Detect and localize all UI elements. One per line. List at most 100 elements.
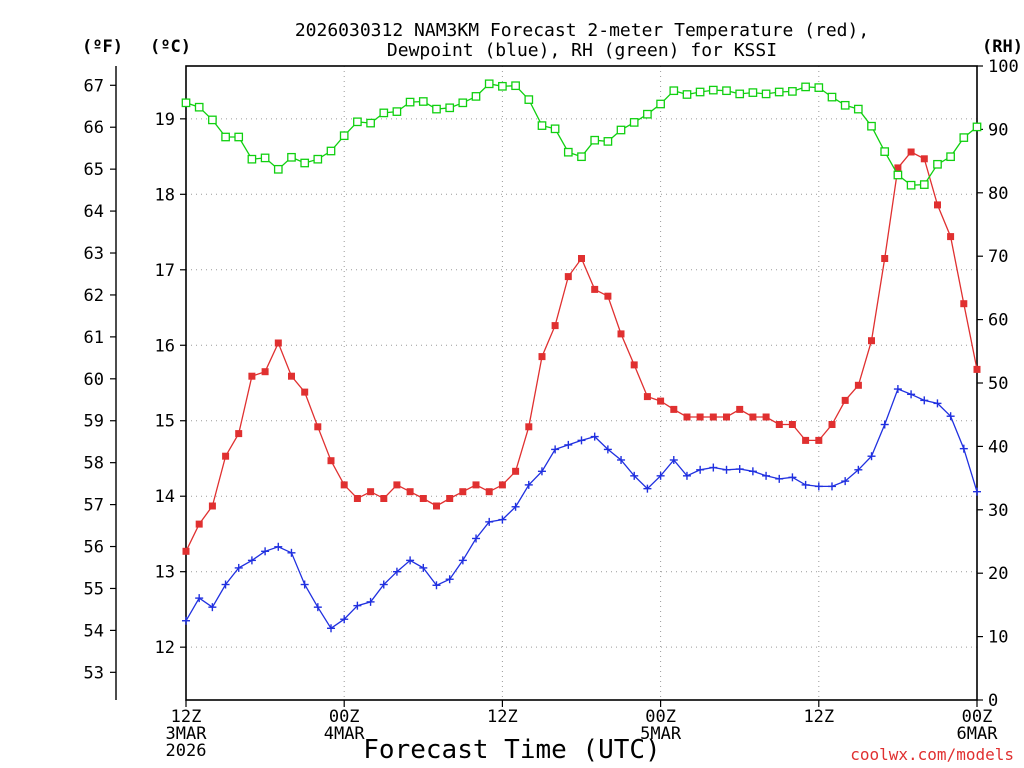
rh-point — [880, 147, 890, 156]
rh-point — [867, 121, 876, 131]
temperature-point — [828, 421, 836, 428]
dewpoint-point — [814, 482, 823, 491]
dewpoint-point — [182, 616, 190, 625]
temperature-point — [288, 372, 295, 380]
rh-tick-label: 80 — [988, 184, 1008, 204]
dewpoint-point — [880, 420, 889, 429]
dewpoint-point — [208, 603, 217, 612]
chart-title-line1: 2026030312 NAM3KM Forecast 2-meter Tempe… — [295, 20, 869, 41]
rh-tick-label: 0 — [988, 691, 998, 711]
rh-point — [853, 104, 863, 114]
rh-point — [695, 87, 705, 97]
rh-point — [577, 152, 586, 162]
x-tick-label: 00Z — [645, 707, 676, 727]
x-tick-label: 6MAR — [957, 724, 999, 744]
temperature-point — [393, 481, 401, 489]
temperature-point — [551, 322, 559, 330]
rh-point — [484, 79, 494, 89]
rh-tick-label: 90 — [988, 120, 1008, 140]
rh-point — [445, 103, 455, 113]
temperature-point — [894, 164, 902, 172]
rh-point — [682, 90, 692, 99]
series-dewpoint — [182, 385, 981, 633]
dewpoint-point — [801, 480, 810, 489]
dewpoint-point — [366, 597, 375, 606]
dewpoint-point — [827, 482, 836, 491]
temperature-point — [749, 413, 757, 421]
temperature-point — [907, 148, 915, 156]
rh-point — [774, 87, 784, 97]
temperature-point — [182, 547, 190, 555]
dewpoint-point — [261, 547, 270, 556]
temperature-point — [419, 495, 427, 502]
fahrenheit-tick-label: 60 — [84, 370, 104, 390]
x-tick-label: 00Z — [329, 707, 360, 727]
series-line — [185, 388, 978, 630]
temperature-point — [630, 361, 638, 369]
rh-point — [959, 133, 969, 142]
rh-point — [260, 153, 270, 163]
rh-point — [893, 170, 903, 180]
axes: 53 54 55 56 57 58 59 60 61 62 63 64 65 66 67 12 13 14 15 16… — [84, 57, 1019, 761]
dewpoint-point — [327, 624, 336, 633]
temperature-point — [525, 423, 533, 431]
rh-point — [563, 147, 573, 157]
rh-point — [221, 132, 230, 142]
temperature-point — [973, 365, 981, 373]
x-tick-label: 4MAR — [324, 724, 366, 744]
temperature-point — [670, 405, 678, 413]
temperature-point — [802, 436, 810, 444]
dewpoint-point — [379, 580, 388, 589]
rh-point — [432, 104, 441, 114]
temperature-point — [709, 413, 717, 421]
celsius-tick-label: 13 — [155, 563, 175, 583]
temperature-point — [643, 393, 651, 401]
rh-point — [300, 158, 310, 168]
series-layer — [181, 79, 982, 633]
temperature-point — [775, 421, 783, 428]
rh-point — [181, 98, 191, 108]
rh-point — [656, 99, 665, 109]
dewpoint-point — [735, 465, 744, 474]
temperature-point — [736, 405, 744, 413]
celsius-tick-label: 12 — [155, 638, 175, 658]
celsius-tick-label: 16 — [155, 336, 175, 356]
rh-tick-label: 70 — [988, 247, 1008, 267]
temperature-point — [446, 495, 454, 502]
temperature-point — [433, 502, 440, 510]
dewpoint-point — [564, 440, 573, 449]
temperature-point — [920, 155, 928, 163]
dewpoint-point — [788, 473, 797, 482]
fahrenheit-tick-label: 59 — [84, 412, 104, 432]
rh-point — [511, 81, 520, 91]
dewpoint-point — [274, 542, 283, 551]
fahrenheit-tick-label: 58 — [84, 454, 104, 474]
temperature-point — [274, 339, 282, 347]
gridlines — [186, 66, 977, 700]
rh-tick-label: 20 — [988, 564, 1008, 584]
dewpoint-point — [973, 487, 981, 496]
x-tick-label: 12Z — [171, 707, 202, 727]
rh-point — [669, 86, 679, 96]
rh-point — [313, 154, 323, 164]
temperature-point — [498, 481, 506, 489]
fahrenheit-tick-label: 62 — [84, 286, 104, 306]
rh-point — [405, 97, 415, 107]
temperature-point — [815, 436, 823, 444]
dewpoint-point — [432, 581, 441, 590]
dewpoint-point — [748, 467, 757, 476]
rh-point — [722, 86, 731, 96]
temperature-point — [459, 488, 467, 496]
temperature-point — [696, 413, 704, 421]
rh-point — [603, 137, 613, 146]
dewpoint-point — [617, 455, 626, 464]
rh-point — [708, 85, 718, 95]
rh-point — [946, 152, 955, 162]
rh-point — [418, 97, 428, 106]
dewpoint-point — [247, 556, 256, 565]
rh-point — [287, 152, 296, 162]
dewpoint-point — [472, 534, 481, 543]
temperature-point — [380, 495, 388, 502]
dewpoint-point — [656, 471, 665, 480]
dewpoint-point — [577, 436, 586, 445]
